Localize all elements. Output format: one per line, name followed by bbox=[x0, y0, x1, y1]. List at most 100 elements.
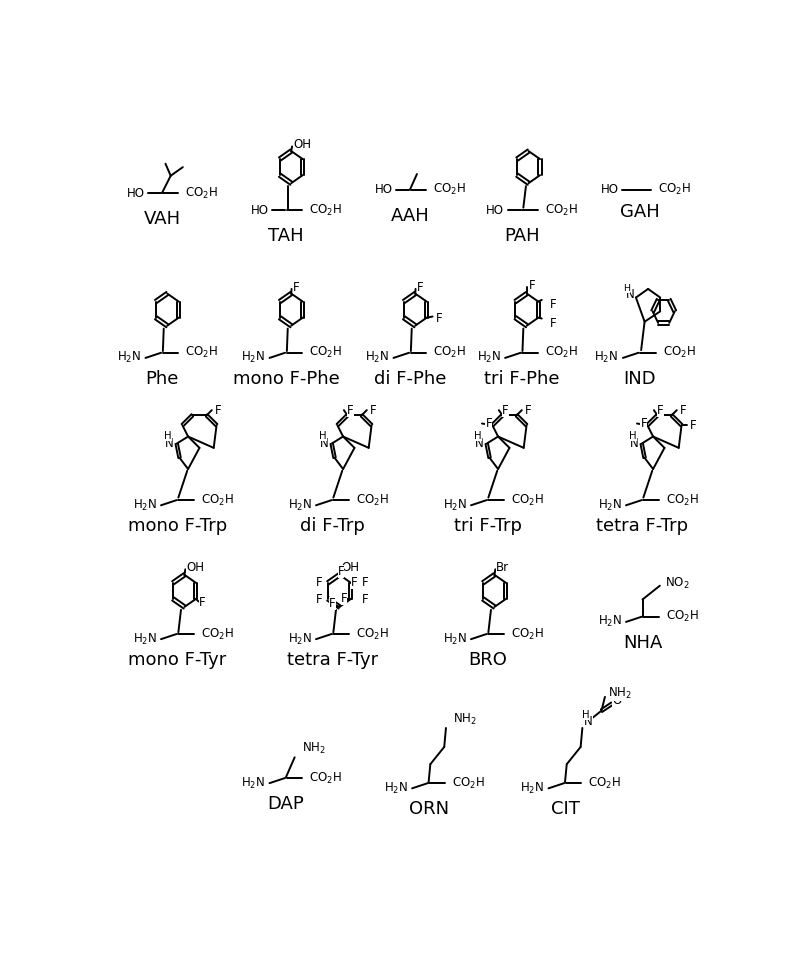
Text: HO: HO bbox=[374, 183, 393, 196]
Text: GAH: GAH bbox=[619, 204, 659, 221]
Text: H: H bbox=[630, 431, 637, 441]
Text: ORN: ORN bbox=[409, 801, 449, 818]
Text: tetra F-Tyr: tetra F-Tyr bbox=[287, 652, 378, 669]
Text: H: H bbox=[319, 431, 326, 441]
Text: CO$_2$H: CO$_2$H bbox=[186, 345, 218, 360]
Text: BRO: BRO bbox=[468, 652, 507, 669]
Text: H: H bbox=[582, 710, 590, 720]
Text: CIT: CIT bbox=[550, 801, 579, 818]
Text: CO$_2$H: CO$_2$H bbox=[545, 345, 578, 360]
Text: H$_2$N: H$_2$N bbox=[598, 615, 622, 629]
Text: F: F bbox=[315, 576, 322, 588]
Text: CO$_2$H: CO$_2$H bbox=[356, 626, 389, 642]
Text: CO$_2$H: CO$_2$H bbox=[511, 493, 544, 507]
Text: F: F bbox=[641, 417, 647, 430]
Text: H$_2$N: H$_2$N bbox=[520, 781, 544, 796]
Text: CO$_2$H: CO$_2$H bbox=[663, 345, 696, 360]
Text: NO$_2$: NO$_2$ bbox=[665, 576, 690, 590]
Text: F: F bbox=[338, 565, 345, 578]
Text: N: N bbox=[165, 437, 174, 450]
Text: H$_2$N: H$_2$N bbox=[241, 351, 265, 365]
Text: F: F bbox=[370, 403, 377, 417]
Text: H: H bbox=[164, 431, 172, 441]
Text: CO$_2$H: CO$_2$H bbox=[452, 775, 485, 791]
Text: H$_2$N: H$_2$N bbox=[442, 498, 466, 513]
Text: Phe: Phe bbox=[146, 370, 178, 388]
Text: F: F bbox=[341, 592, 347, 606]
Text: CO$_2$H: CO$_2$H bbox=[201, 626, 234, 642]
Text: F: F bbox=[329, 597, 336, 610]
Text: di F-Phe: di F-Phe bbox=[374, 370, 446, 388]
Text: CO$_2$H: CO$_2$H bbox=[666, 493, 698, 507]
Text: NH$_2$: NH$_2$ bbox=[302, 741, 326, 756]
Text: F: F bbox=[486, 417, 492, 430]
Text: F: F bbox=[198, 596, 205, 609]
Text: CO$_2$H: CO$_2$H bbox=[434, 182, 466, 197]
Text: tri F-Trp: tri F-Trp bbox=[454, 517, 522, 536]
Text: F: F bbox=[351, 577, 358, 589]
Text: CO$_2$H: CO$_2$H bbox=[545, 203, 578, 218]
Text: N: N bbox=[319, 437, 328, 450]
Text: H$_2$N: H$_2$N bbox=[287, 498, 312, 513]
Text: NHA: NHA bbox=[623, 634, 662, 652]
Text: PAH: PAH bbox=[504, 228, 539, 245]
Text: CO$_2$H: CO$_2$H bbox=[186, 185, 218, 201]
Text: IND: IND bbox=[623, 370, 656, 388]
Text: di F-Trp: di F-Trp bbox=[300, 517, 365, 536]
Text: F: F bbox=[215, 403, 222, 417]
Text: OH: OH bbox=[186, 561, 204, 574]
Text: VAH: VAH bbox=[143, 210, 181, 228]
Text: NH$_2$: NH$_2$ bbox=[453, 712, 477, 727]
Text: HO: HO bbox=[250, 204, 269, 217]
Text: NH$_2$: NH$_2$ bbox=[609, 686, 632, 701]
Text: CO$_2$H: CO$_2$H bbox=[434, 345, 466, 360]
Text: CO$_2$H: CO$_2$H bbox=[201, 493, 234, 507]
Text: F: F bbox=[417, 281, 423, 294]
Text: CO$_2$H: CO$_2$H bbox=[356, 493, 389, 507]
Text: F: F bbox=[529, 279, 535, 292]
Text: H$_2$N: H$_2$N bbox=[477, 351, 501, 365]
Text: CO$_2$H: CO$_2$H bbox=[310, 345, 342, 360]
Text: H$_2$N: H$_2$N bbox=[594, 351, 618, 365]
Text: TAH: TAH bbox=[268, 228, 304, 245]
Text: N: N bbox=[474, 437, 483, 450]
Text: mono F-Phe: mono F-Phe bbox=[233, 370, 339, 388]
Text: F: F bbox=[550, 317, 556, 330]
Text: CO$_2$H: CO$_2$H bbox=[666, 609, 698, 624]
Text: tetra F-Trp: tetra F-Trp bbox=[597, 517, 689, 536]
Text: mono F-Trp: mono F-Trp bbox=[128, 517, 227, 536]
Text: H$_2$N: H$_2$N bbox=[133, 498, 157, 513]
Text: F: F bbox=[362, 593, 369, 606]
Text: HO: HO bbox=[601, 183, 618, 196]
Text: N: N bbox=[584, 715, 593, 728]
Text: HO: HO bbox=[486, 204, 504, 217]
Text: H: H bbox=[623, 284, 630, 293]
Text: HO: HO bbox=[126, 186, 145, 200]
Text: F: F bbox=[526, 403, 532, 417]
Text: H$_2$N: H$_2$N bbox=[241, 775, 265, 791]
Text: F: F bbox=[680, 403, 687, 417]
Text: CO$_2$H: CO$_2$H bbox=[589, 775, 622, 791]
Text: H$_2$N: H$_2$N bbox=[287, 631, 312, 647]
Text: H$_2$N: H$_2$N bbox=[117, 351, 141, 365]
Text: CO$_2$H: CO$_2$H bbox=[310, 770, 342, 786]
Text: H$_2$N: H$_2$N bbox=[384, 781, 408, 796]
Text: OH: OH bbox=[293, 138, 311, 151]
Text: F: F bbox=[550, 298, 556, 311]
Text: CO$_2$H: CO$_2$H bbox=[658, 182, 690, 197]
Text: F: F bbox=[315, 593, 322, 606]
Text: tri F-Phe: tri F-Phe bbox=[484, 370, 559, 388]
Text: O: O bbox=[613, 693, 622, 707]
Text: DAP: DAP bbox=[268, 795, 304, 813]
Text: CO$_2$H: CO$_2$H bbox=[310, 203, 342, 218]
Text: H$_2$N: H$_2$N bbox=[442, 631, 466, 647]
Text: F: F bbox=[658, 403, 664, 417]
Text: F: F bbox=[362, 576, 369, 588]
Text: H: H bbox=[474, 431, 482, 441]
Text: N: N bbox=[626, 287, 635, 301]
Text: mono F-Tyr: mono F-Tyr bbox=[128, 652, 226, 669]
Text: F: F bbox=[347, 403, 354, 417]
Text: CO$_2$H: CO$_2$H bbox=[511, 626, 544, 642]
Text: F: F bbox=[690, 419, 697, 431]
Text: H$_2$N: H$_2$N bbox=[598, 498, 622, 513]
